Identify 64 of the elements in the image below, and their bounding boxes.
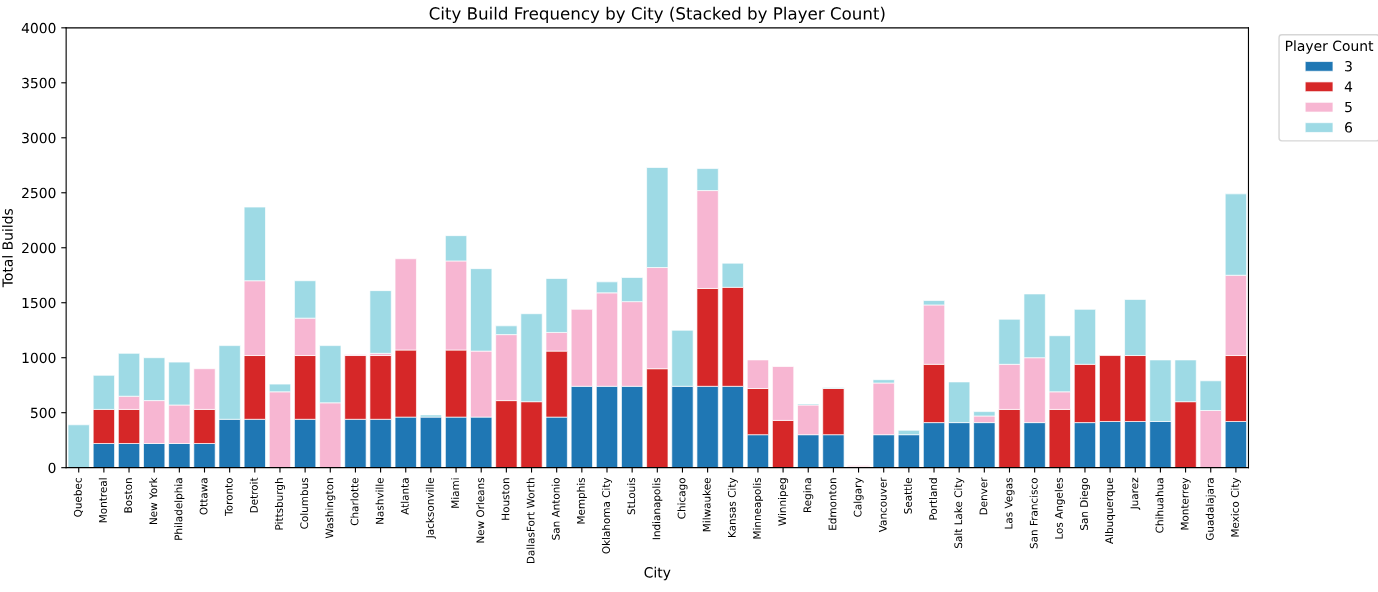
y-tick-label: 3500 [22,77,56,89]
x-tick-label: DallasFort Worth [526,478,535,564]
x-tick-label: Seattle [903,477,912,514]
x-tick-label: Indianapolis [652,477,663,540]
x-tick-label: Miami [451,478,460,508]
x-tick-label: Milwaukee [702,477,711,532]
x-tick-label: Philadelphia [174,478,185,540]
x-tick-label: Nashville [375,477,384,524]
x-tick-label: Columbus [300,477,309,529]
y-tick-label: 4000 [21,22,56,34]
x-tick-label: New Orleans [476,477,485,543]
x-tick-label: Monterrey [1180,477,1191,530]
x-tick-label: Washington [325,478,336,539]
y-tick-label: 2000 [22,242,56,254]
x-tick-label: Montreal [98,478,107,523]
legend-title: Player Count [1285,40,1374,54]
x-tick-label: Regina [803,478,814,513]
x-tick-label: StLouis [627,477,636,515]
x-tick-label: Edmonton [828,478,837,530]
x-tick-label: Winnipeg [778,478,789,526]
x-tick-label: Portland [928,478,938,520]
x-tick-label: Oklahoma City [601,477,613,554]
y-tick-label: 3000 [22,132,56,144]
y-tick-label: 1500 [22,297,56,309]
y-tick-label: 1000 [22,352,56,364]
x-tick-label: Boston [124,478,133,513]
x-tick-label: Vancouver [878,477,887,533]
x-tick-label: Jacksonville [425,477,436,539]
legend-label: 3 [1345,60,1352,72]
x-tick-label: Charlotte [350,477,359,526]
legend-label: 4 [1344,81,1353,92]
x-tick-label: Juarez [1130,477,1141,510]
x-tick-label: Chihuahua [1155,478,1164,533]
x-tick-label: Minneapolis [752,477,763,539]
x-tick-label: San Antonio [551,477,560,540]
y-axis-title: Total Builds [2,208,13,288]
chart-title: City Build Frequency by City (Stacked by Player Count) [429,6,885,23]
x-tick-label: Atlanta [400,478,409,515]
x-tick-label: Houston [501,478,510,520]
x-tick-label: Los Angeles [1054,477,1065,539]
x-tick-label: Mexico City [1230,477,1241,537]
x-tick-label: San Francisco [1029,477,1038,549]
legend-label: 5 [1345,101,1352,113]
x-tick-label: Salt Lake City [954,477,965,548]
y-tick-label: 0 [48,462,56,474]
x-tick-label: Guadalajara [1205,478,1216,541]
x-tick-label: Memphis [576,477,587,524]
y-tick-label: 500 [30,407,56,419]
x-tick-label: Chicago [677,477,688,519]
y-tick-label: 2500 [22,187,56,199]
x-tick-label: Calgary [853,477,864,517]
x-axis-title: City [644,566,671,581]
x-tick-label: Detroit [249,477,258,513]
x-tick-label: San Diego [1079,477,1090,530]
x-tick-label: Albuquerque [1105,477,1116,544]
legend-label: 6 [1345,122,1353,133]
x-tick-label: Toronto [224,477,233,516]
x-tick-label: Pittsburgh [274,478,286,530]
x-tick-label: Quebec [73,478,83,517]
x-tick-label: Denver [979,477,988,515]
x-tick-label: Ottawa [199,478,208,515]
x-tick-label: Las Vegas [1004,477,1015,529]
x-tick-label: New York [149,477,158,525]
x-tick-label: Kansas City [727,477,738,537]
